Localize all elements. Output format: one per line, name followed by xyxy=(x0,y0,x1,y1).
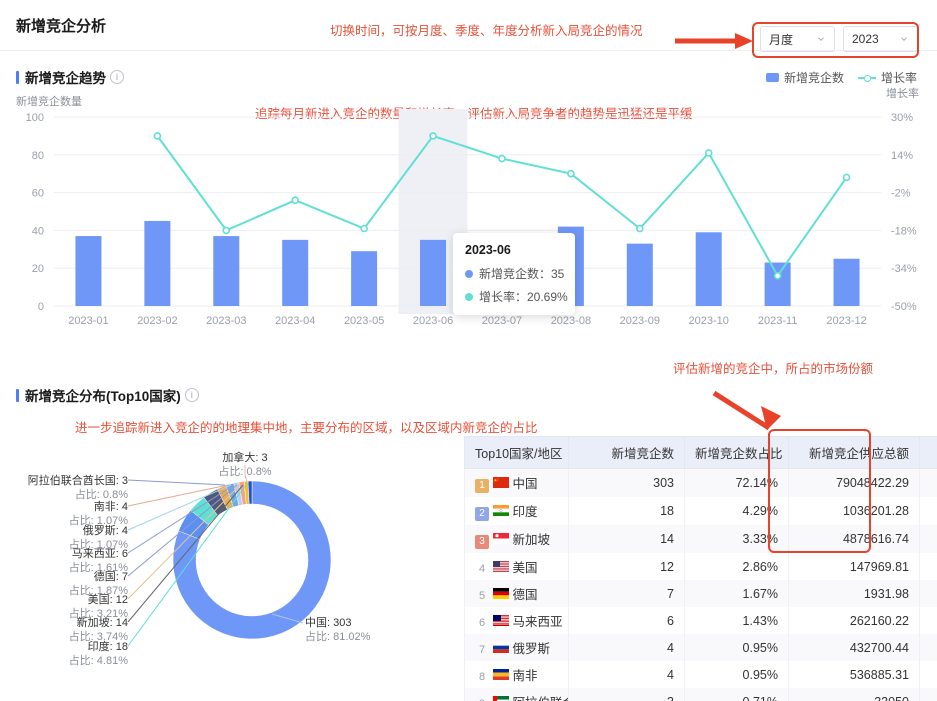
svg-text:100: 100 xyxy=(26,112,44,124)
svg-text:14%: 14% xyxy=(891,150,913,162)
svg-text:20: 20 xyxy=(32,263,44,275)
svg-text:60: 60 xyxy=(32,188,44,200)
svg-text:2023-11: 2023-11 xyxy=(758,315,798,327)
svg-text:-34%: -34% xyxy=(891,263,917,275)
svg-text:2023-01: 2023-01 xyxy=(68,315,108,327)
svg-text:80: 80 xyxy=(32,150,44,162)
svg-text:30%: 30% xyxy=(891,112,913,124)
svg-text:2023-05: 2023-05 xyxy=(344,315,384,327)
svg-text:2023-02: 2023-02 xyxy=(137,315,177,327)
svg-text:-2%: -2% xyxy=(891,188,911,200)
svg-text:2023-08: 2023-08 xyxy=(551,315,591,327)
svg-text:2023-12: 2023-12 xyxy=(826,315,866,327)
svg-text:2023-03: 2023-03 xyxy=(206,315,246,327)
svg-text:2023-07: 2023-07 xyxy=(482,315,522,327)
svg-text:-50%: -50% xyxy=(891,301,917,313)
svg-text:2023-10: 2023-10 xyxy=(689,315,729,327)
svg-text:-18%: -18% xyxy=(891,225,917,237)
svg-text:40: 40 xyxy=(32,225,44,237)
svg-text:0: 0 xyxy=(38,301,44,313)
svg-text:2023-09: 2023-09 xyxy=(620,315,660,327)
svg-text:2023-06: 2023-06 xyxy=(413,315,453,327)
svg-text:2023-04: 2023-04 xyxy=(275,315,315,327)
